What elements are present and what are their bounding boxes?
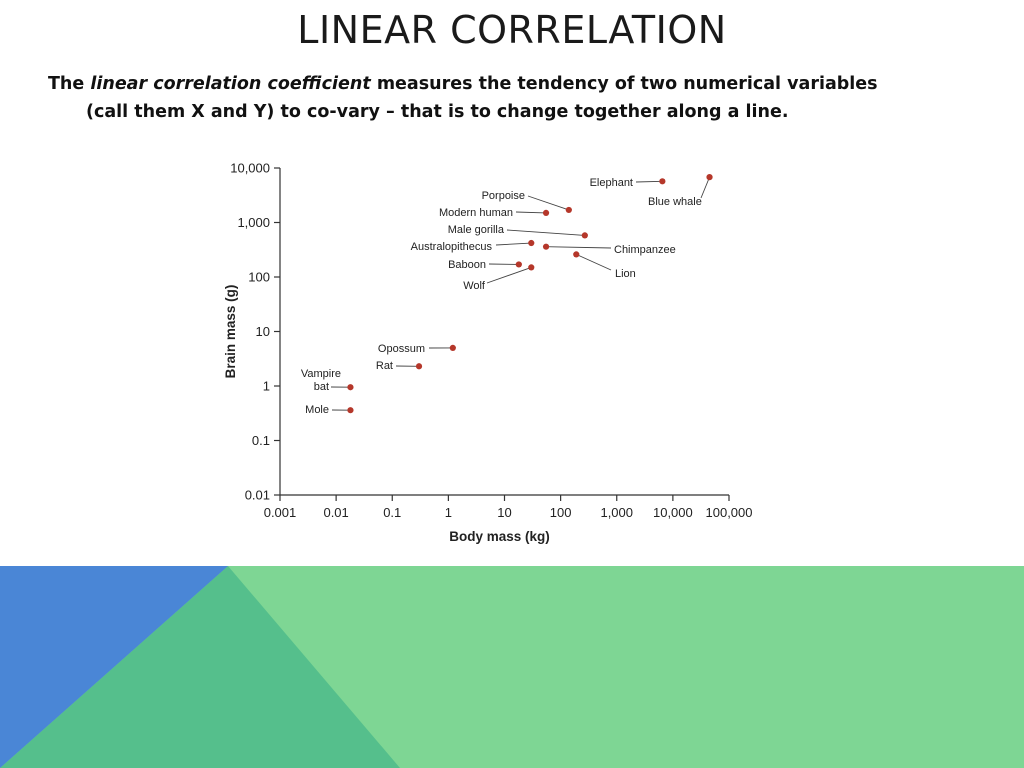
slide-title: LINEAR CORRELATION — [297, 8, 727, 52]
point-label-baboon: Baboon — [448, 259, 486, 271]
leader-line-modern-human — [515, 211, 547, 214]
x-tick-label: 1,000 — [600, 505, 633, 520]
data-point-australopithecus — [528, 239, 535, 247]
data-point-chimpanzee — [542, 243, 550, 250]
x-tick-label: 100 — [550, 505, 572, 520]
x-tick-label: 0.001 — [264, 505, 297, 520]
slide-body-text: The linear correlation coefficient measu… — [48, 70, 988, 126]
y-tick-label: 0.01 — [245, 488, 270, 503]
data-point-modern-human — [542, 209, 550, 217]
leader-line-elephant — [635, 180, 663, 183]
data-point-elephant — [659, 178, 666, 185]
x-tick-label: 1 — [445, 505, 452, 520]
y-axis-label: Brain mass (g) — [223, 285, 238, 379]
leader-line-male-gorilla — [506, 229, 585, 236]
y-tick-label: 10 — [256, 324, 270, 339]
x-axis-label: Body mass (kg) — [449, 529, 550, 544]
footer-teal-triangle — [0, 566, 400, 768]
x-tick-label: 10,000 — [653, 505, 693, 520]
data-point-baboon — [515, 261, 522, 268]
point-label-mole: Mole — [305, 404, 329, 416]
point-label-vampire-bat: Vampire bat — [301, 368, 341, 393]
chart-axes: 0.01 0.1 1 10 100 1,000 10,000 0.001 0.01 0.1 1 10 1… — [223, 161, 753, 545]
point-label-porpoise: Porpoise — [482, 190, 525, 202]
decorative-footer-shapes — [0, 566, 1024, 768]
data-point-porpoise — [565, 206, 572, 214]
data-point-rat — [415, 363, 423, 370]
point-label-wolf: Wolf — [463, 280, 486, 292]
leader-line-porpoise — [527, 195, 569, 211]
body-text-start: The — [48, 74, 91, 94]
body-text-italic-term: linear correlation coefficient — [90, 74, 371, 94]
leader-line-lion — [576, 253, 612, 271]
body-text-line2: (call them X and Y) to co-vary – that is… — [86, 102, 789, 122]
data-point-blue-whale — [706, 174, 713, 181]
point-label-male-gorilla: Male gorilla — [448, 224, 505, 236]
data-point-mole — [347, 407, 354, 414]
data-point-wolf — [528, 264, 535, 271]
data-point-lion — [573, 251, 580, 258]
point-label-australopithecus: Australopithecus — [411, 241, 493, 253]
data-point-opossum — [449, 344, 456, 352]
x-tick-label: 100,000 — [706, 505, 753, 520]
y-tick-label: 100 — [248, 270, 270, 285]
x-tick-label: 0.01 — [323, 505, 348, 520]
point-label-blue-whale: Blue whale — [648, 196, 702, 208]
point-label-modern-human: Modern human — [439, 207, 513, 219]
point-label-elephant: Elephant — [590, 177, 633, 189]
y-tick-label: 1 — [263, 379, 270, 394]
chart-marks: Elephant Blue whale Porpoise Modern human Ma… — [301, 174, 713, 416]
leader-line-chimpanzee — [546, 246, 612, 249]
y-tick-label: 1,000 — [237, 215, 270, 230]
data-point-vampire-bat — [347, 384, 354, 391]
y-tick-label: 0.1 — [252, 433, 270, 448]
point-label-opossum: Opossum — [378, 343, 425, 355]
point-label-lion: Lion — [615, 268, 636, 280]
footer-blue-triangle — [0, 566, 228, 768]
data-point-male-gorilla — [581, 232, 588, 239]
point-label-rat: Rat — [376, 360, 393, 372]
x-tick-label: 0.1 — [383, 505, 401, 520]
leader-line-wolf — [486, 266, 532, 284]
leader-line-blue-whale — [700, 176, 710, 199]
body-text-end: measures the tendency of two numerical v… — [370, 74, 878, 94]
x-tick-label: 10 — [497, 505, 511, 520]
brain-body-mass-scatter-chart: 0.01 0.1 1 10 100 1,000 10,000 0.001 0.01 0.1 1 10 1… — [223, 161, 753, 545]
leader-line-australopithecus — [495, 242, 532, 246]
point-label-chimpanzee: Chimpanzee — [614, 244, 676, 256]
y-tick-label: 10,000 — [230, 161, 270, 176]
